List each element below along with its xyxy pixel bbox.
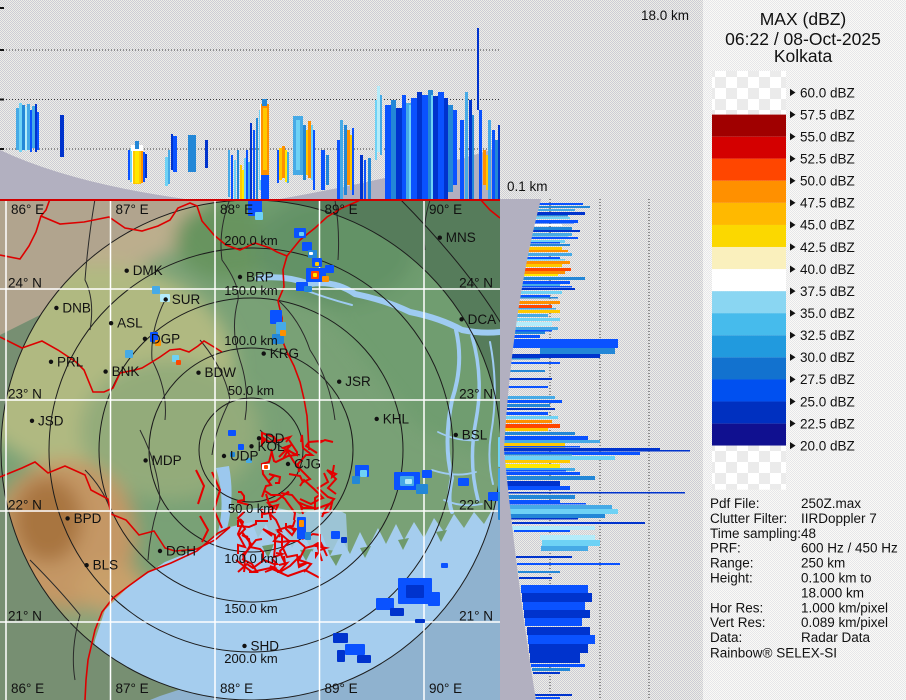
svg-text:DNB: DNB bbox=[62, 300, 91, 315]
svg-text:MNS: MNS bbox=[446, 230, 476, 245]
svg-text:86° E: 86° E bbox=[11, 681, 44, 696]
svg-text:25.0 dBZ: 25.0 dBZ bbox=[800, 394, 855, 409]
svg-text:Kolkata: Kolkata bbox=[774, 46, 833, 66]
svg-text:18.000 km: 18.000 km bbox=[801, 585, 864, 600]
svg-text:DD: DD bbox=[265, 431, 285, 446]
svg-text:86° E: 86° E bbox=[11, 202, 44, 217]
svg-text:47.5 dBZ: 47.5 dBZ bbox=[800, 196, 855, 211]
svg-text:50.0 km: 50.0 km bbox=[228, 501, 274, 516]
svg-text:MAX (dBZ): MAX (dBZ) bbox=[760, 9, 847, 29]
svg-text:BNK: BNK bbox=[112, 364, 140, 379]
svg-text:BLS: BLS bbox=[93, 558, 119, 573]
svg-text:KHL: KHL bbox=[383, 411, 410, 426]
svg-text:Radar Data: Radar Data bbox=[801, 630, 871, 645]
svg-text:Time sampling:: Time sampling: bbox=[710, 526, 801, 541]
svg-text:06:22 / 08-Oct-2025: 06:22 / 08-Oct-2025 bbox=[725, 29, 881, 49]
svg-text:88° E: 88° E bbox=[220, 202, 253, 217]
svg-text:200.0 km: 200.0 km bbox=[224, 651, 277, 666]
svg-text:100.0 km: 100.0 km bbox=[224, 333, 277, 348]
svg-text:87° E: 87° E bbox=[116, 202, 149, 217]
svg-text:21° N: 21° N bbox=[8, 609, 42, 624]
svg-text:23° N: 23° N bbox=[459, 387, 493, 402]
svg-text:SHD: SHD bbox=[251, 638, 280, 653]
svg-text:88° E: 88° E bbox=[220, 681, 253, 696]
svg-text:Pdf File:: Pdf File: bbox=[710, 496, 760, 511]
svg-text:37.5 dBZ: 37.5 dBZ bbox=[800, 284, 855, 299]
svg-text:BRP: BRP bbox=[246, 270, 274, 285]
svg-text:32.5 dBZ: 32.5 dBZ bbox=[800, 328, 855, 343]
svg-text:JSD: JSD bbox=[38, 413, 64, 428]
svg-text:250 km: 250 km bbox=[801, 556, 845, 571]
svg-text:22.5 dBZ: 22.5 dBZ bbox=[800, 416, 855, 431]
svg-text:24° N: 24° N bbox=[459, 276, 493, 291]
svg-text:DMK: DMK bbox=[133, 263, 163, 278]
svg-text:89° E: 89° E bbox=[325, 202, 358, 217]
svg-text:50.0 dBZ: 50.0 dBZ bbox=[800, 174, 855, 189]
svg-text:Rainbow® SELEX-SI: Rainbow® SELEX-SI bbox=[710, 646, 837, 661]
svg-text:150.0 km: 150.0 km bbox=[224, 601, 277, 616]
svg-text:MDP: MDP bbox=[152, 453, 182, 468]
svg-text:60.0 dBZ: 60.0 dBZ bbox=[800, 85, 855, 100]
svg-text:BPD: BPD bbox=[74, 511, 102, 526]
svg-text:CJG: CJG bbox=[294, 457, 321, 472]
svg-text:30.0 dBZ: 30.0 dBZ bbox=[800, 350, 855, 365]
svg-text:20.0 dBZ: 20.0 dBZ bbox=[800, 438, 855, 453]
svg-text:48: 48 bbox=[801, 526, 816, 541]
svg-text:PRL: PRL bbox=[57, 354, 84, 369]
svg-text:DGP: DGP bbox=[151, 331, 180, 346]
svg-text:DCA: DCA bbox=[468, 312, 497, 327]
svg-text:Data:: Data: bbox=[710, 630, 742, 645]
svg-text:27.5 dBZ: 27.5 dBZ bbox=[800, 372, 855, 387]
svg-text:89° E: 89° E bbox=[325, 681, 358, 696]
svg-text:Hor Res:: Hor Res: bbox=[710, 600, 763, 615]
svg-text:PRF:: PRF: bbox=[710, 541, 741, 556]
svg-text:0.1 km: 0.1 km bbox=[507, 179, 548, 194]
svg-text:55.0 dBZ: 55.0 dBZ bbox=[800, 129, 855, 144]
svg-text:0.089 km/pixel: 0.089 km/pixel bbox=[801, 615, 888, 630]
svg-text:45.0 dBZ: 45.0 dBZ bbox=[800, 218, 855, 233]
svg-text:87° E: 87° E bbox=[116, 681, 149, 696]
svg-text:22° N: 22° N bbox=[459, 498, 493, 513]
svg-text:24° N: 24° N bbox=[8, 276, 42, 291]
svg-text:18.0 km: 18.0 km bbox=[641, 8, 689, 23]
svg-text:DGH: DGH bbox=[166, 544, 196, 559]
svg-text:Clutter Filter:: Clutter Filter: bbox=[710, 511, 787, 526]
svg-text:50.0 km: 50.0 km bbox=[228, 383, 274, 398]
svg-text:KOL: KOL bbox=[258, 439, 286, 454]
svg-text:600 Hz / 450 Hz: 600 Hz / 450 Hz bbox=[801, 541, 898, 556]
svg-text:IIRDoppler 7: IIRDoppler 7 bbox=[801, 511, 877, 526]
svg-text:23° N: 23° N bbox=[8, 387, 42, 402]
svg-text:Vert Res:: Vert Res: bbox=[710, 615, 766, 630]
svg-text:35.0 dBZ: 35.0 dBZ bbox=[800, 306, 855, 321]
svg-text:22° N: 22° N bbox=[8, 498, 42, 513]
svg-text:Range:: Range: bbox=[710, 556, 754, 571]
svg-text:ASL: ASL bbox=[117, 316, 143, 331]
svg-text:42.5 dBZ: 42.5 dBZ bbox=[800, 240, 855, 255]
svg-text:40.0 dBZ: 40.0 dBZ bbox=[800, 262, 855, 277]
svg-text:150.0 km: 150.0 km bbox=[224, 283, 277, 298]
svg-text:1.000 km/pixel: 1.000 km/pixel bbox=[801, 600, 888, 615]
svg-text:BDW: BDW bbox=[205, 365, 237, 380]
svg-text:200.0 km: 200.0 km bbox=[224, 233, 277, 248]
svg-text:JSR: JSR bbox=[345, 374, 371, 389]
svg-text:57.5 dBZ: 57.5 dBZ bbox=[800, 107, 855, 122]
svg-text:KRG: KRG bbox=[270, 346, 299, 361]
svg-text:21° N: 21° N bbox=[459, 609, 493, 624]
svg-text:UDP: UDP bbox=[230, 449, 259, 464]
svg-text:SUR: SUR bbox=[172, 292, 201, 307]
svg-text:0.100 km to: 0.100 km to bbox=[801, 571, 872, 586]
svg-text:BSL: BSL bbox=[462, 427, 488, 442]
svg-text:100.0 km: 100.0 km bbox=[224, 551, 277, 566]
svg-text:90° E: 90° E bbox=[429, 202, 462, 217]
svg-text:250Z.max: 250Z.max bbox=[801, 496, 861, 511]
svg-text:52.5 dBZ: 52.5 dBZ bbox=[800, 152, 855, 167]
svg-text:Height:: Height: bbox=[710, 571, 753, 586]
svg-text:90° E: 90° E bbox=[429, 681, 462, 696]
